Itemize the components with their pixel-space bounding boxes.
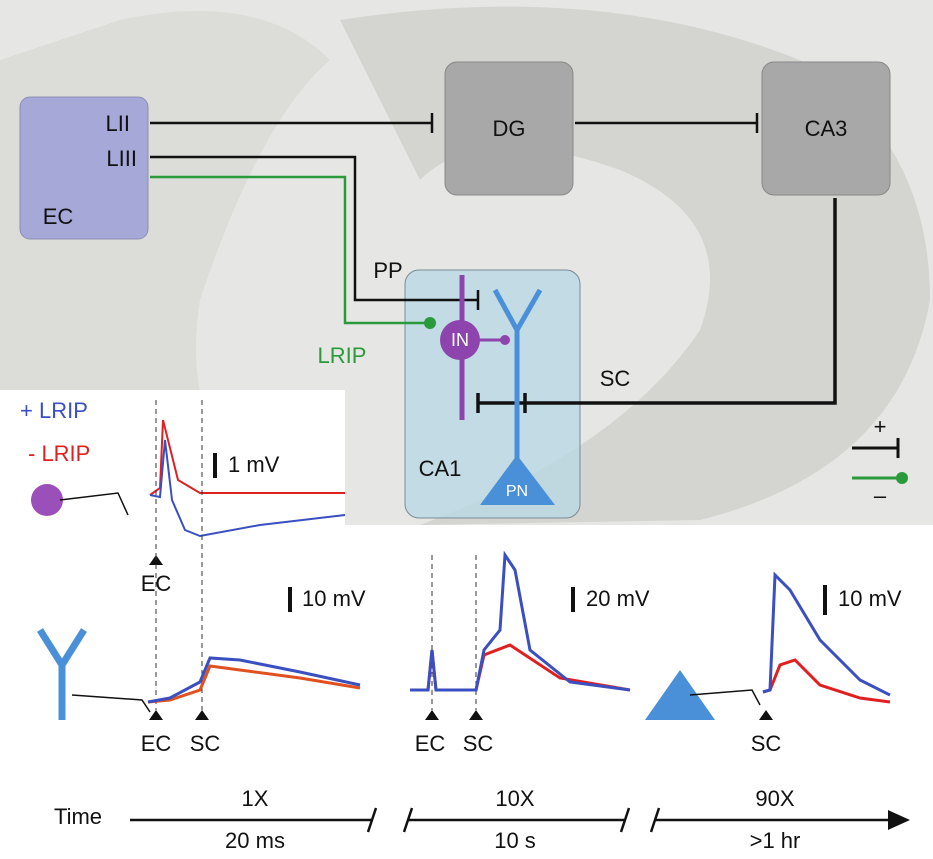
stim-label: SC bbox=[751, 731, 782, 756]
segment-duration: 20 ms bbox=[225, 828, 285, 853]
electrode bbox=[59, 492, 129, 516]
timeline-label: Time bbox=[54, 804, 102, 829]
region-label: CA3 bbox=[805, 116, 848, 141]
region-label: EC bbox=[43, 204, 74, 229]
in-cell bbox=[440, 320, 480, 360]
stim-label: EC bbox=[141, 731, 172, 756]
electrode bbox=[689, 689, 761, 706]
trace bbox=[410, 550, 631, 692]
electrode bbox=[71, 694, 151, 713]
condition-label: + LRIP bbox=[20, 398, 88, 423]
inhibitory-terminal bbox=[424, 317, 436, 329]
pn-soma bbox=[480, 455, 555, 505]
lrip-path bbox=[150, 175, 428, 325]
pathway-label: LRIP bbox=[318, 343, 367, 368]
legend-label: + bbox=[874, 414, 887, 439]
segment-duration: >1 hr bbox=[750, 828, 801, 853]
trace bbox=[147, 656, 361, 704]
in-terminal bbox=[500, 335, 510, 345]
timeline-arrow bbox=[888, 810, 910, 830]
scale-label: 10 mV bbox=[838, 586, 902, 611]
stim-marker bbox=[425, 710, 483, 720]
legend-label: – bbox=[874, 483, 887, 508]
segment-duration: 10 s bbox=[494, 828, 536, 853]
pathway-label: SC bbox=[600, 366, 631, 391]
cell-label: IN bbox=[451, 330, 469, 350]
trace bbox=[762, 571, 891, 697]
pathway-label: PP bbox=[373, 258, 402, 283]
scale-label: 20 mV bbox=[586, 586, 650, 611]
condition-label: - LRIP bbox=[28, 441, 90, 466]
pn-dendrite-icon bbox=[37, 628, 87, 720]
ec-box bbox=[19, 96, 149, 240]
scale-label: 1 mV bbox=[228, 452, 280, 477]
segment-factor: 1X bbox=[242, 786, 269, 811]
layer-label: LII bbox=[106, 111, 130, 136]
timeline-axis bbox=[130, 807, 895, 833]
pn-dendrite bbox=[492, 288, 543, 470]
in-electrode-cell bbox=[31, 484, 63, 516]
legend-excitatory bbox=[852, 438, 900, 458]
stim-marker bbox=[759, 710, 773, 720]
cell-label: PN bbox=[506, 483, 528, 500]
segment-factor: 10X bbox=[495, 786, 534, 811]
ca3-box bbox=[761, 61, 891, 196]
region-label: CA1 bbox=[419, 456, 462, 481]
legend-dot bbox=[896, 472, 908, 484]
trace bbox=[147, 664, 361, 704]
stim-label: EC bbox=[415, 731, 446, 756]
stim-label: SC bbox=[463, 731, 494, 756]
layer-label: LIII bbox=[106, 146, 137, 171]
trace bbox=[762, 658, 891, 704]
stim-label: SC bbox=[190, 731, 221, 756]
trace bbox=[149, 439, 346, 538]
pn-soma-icon bbox=[645, 670, 715, 720]
dg-box bbox=[444, 61, 574, 196]
connections bbox=[150, 113, 837, 413]
stim-marker bbox=[149, 710, 209, 720]
scale-label: 10 mV bbox=[302, 586, 366, 611]
segment-factor: 90X bbox=[755, 786, 794, 811]
trace bbox=[410, 643, 631, 692]
region-label: DG bbox=[493, 116, 526, 141]
